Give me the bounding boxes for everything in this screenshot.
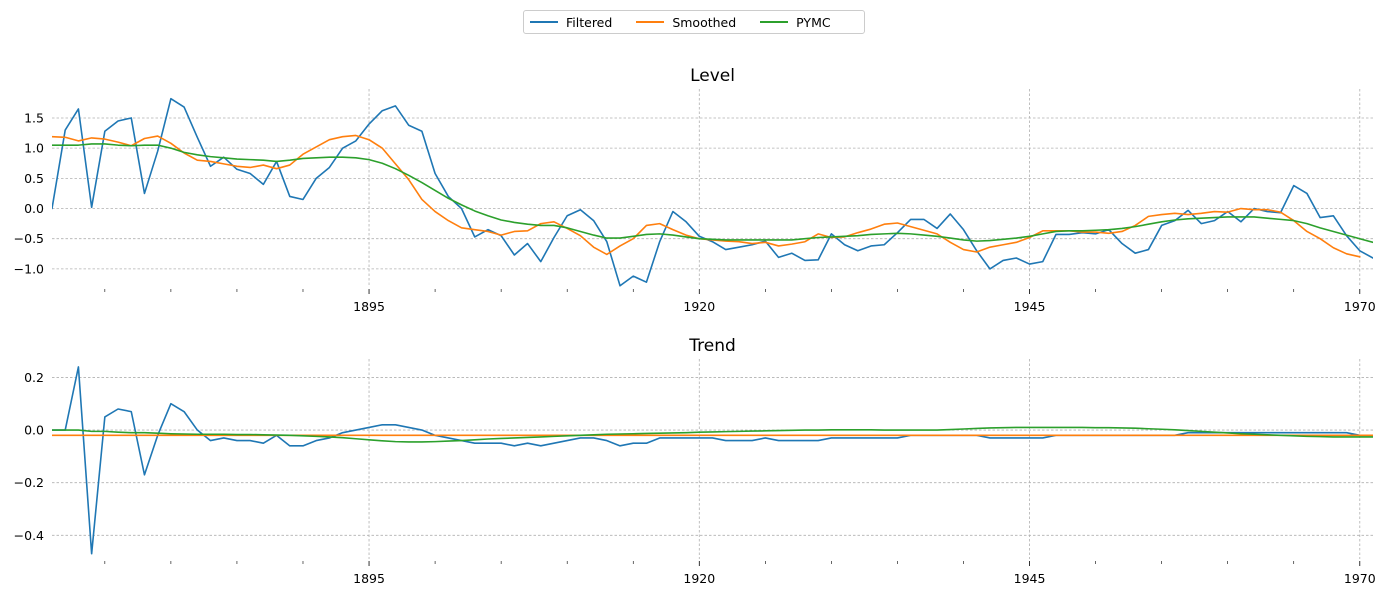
y-tick-label: 1.0 [24, 141, 44, 156]
x-tick-label: 1895 [353, 571, 385, 586]
series-line-pymc-trend [52, 426, 1373, 443]
legend-label-smoothed: Smoothed [672, 14, 737, 30]
x-tick-label: 1945 [1014, 299, 1046, 314]
panel-title-trend: Trend [688, 336, 736, 356]
panel-title-level: Level [690, 66, 735, 86]
series-line-filtered-trend [52, 366, 1373, 555]
legend-swatch-filtered [530, 21, 558, 23]
x-tick-label: 1970 [1344, 571, 1376, 586]
y-tick-label: −0.4 [14, 528, 44, 543]
y-tick-label: 1.5 [24, 110, 44, 125]
legend-swatch-pymc [760, 21, 789, 23]
legend-item-smoothed: Smoothed [636, 15, 736, 30]
x-tick-label: 1895 [353, 299, 385, 314]
legend-swatch-smoothed [636, 21, 665, 23]
y-tick-label: 0.2 [24, 370, 44, 385]
series-line-pymc-level [52, 143, 1373, 244]
y-tick-label: −0.5 [14, 231, 44, 246]
legend-item-filtered: Filtered [530, 15, 612, 30]
legend-item-pymc: PYMC [760, 14, 831, 30]
legend-label-pymc: PYMC [796, 14, 831, 30]
y-tick-label: −0.2 [14, 475, 44, 490]
x-tick-label: 1920 [683, 299, 715, 314]
series-line-filtered-level [52, 97, 1373, 287]
y-tick-label: 0.0 [24, 201, 44, 216]
y-tick-label: −1.0 [14, 261, 44, 276]
x-tick-label: 1920 [683, 571, 715, 586]
x-tick-label: 1970 [1344, 299, 1376, 314]
y-tick-label: 0.5 [24, 171, 44, 186]
y-tick-label: 0.0 [24, 423, 44, 438]
chart-legend: Filtered Smoothed PYMC [523, 10, 865, 34]
legend-label-filtered: Filtered [566, 14, 613, 30]
x-tick-label: 1945 [1014, 571, 1046, 586]
